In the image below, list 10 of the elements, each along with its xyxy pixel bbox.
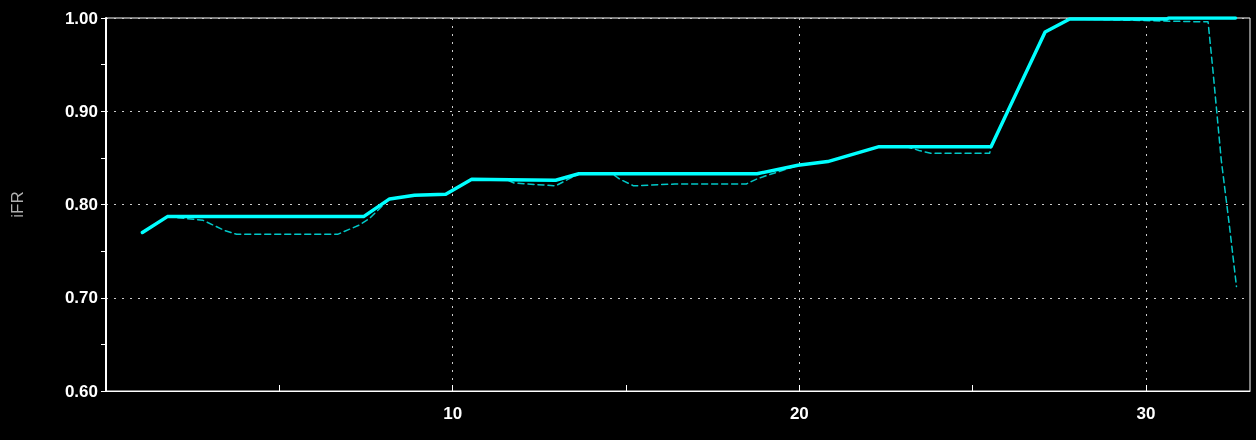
y-tick-label: 0.90 [64,101,98,121]
x-tick-label: 30 [1136,404,1156,423]
y-axis-title: iFR [8,191,27,218]
y-tick-label: 0.70 [64,288,98,308]
y-tick-label: 0.60 [64,381,98,401]
line-series [140,16,1238,235]
y-tick-label: 1.00 [64,8,98,28]
y-tick-label: 0.80 [64,195,98,214]
x-tick-label: 10 [443,404,463,423]
x-tick-label: 20 [789,404,809,423]
